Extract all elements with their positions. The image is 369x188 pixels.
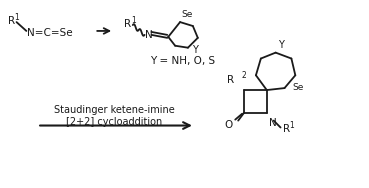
Text: Y: Y: [277, 40, 283, 50]
Text: [2+2] cycloaddition: [2+2] cycloaddition: [66, 117, 162, 127]
Text: Y = NH, O, S: Y = NH, O, S: [151, 55, 215, 65]
Text: 1: 1: [131, 16, 135, 25]
Text: Se: Se: [292, 83, 304, 92]
Text: N: N: [269, 118, 276, 128]
Text: R: R: [124, 19, 131, 29]
Text: Se: Se: [181, 10, 193, 19]
Text: R: R: [227, 75, 234, 85]
Text: R: R: [283, 124, 290, 134]
Text: O: O: [224, 120, 232, 130]
Text: 1: 1: [289, 121, 294, 130]
Text: Staudinger ketene-imine: Staudinger ketene-imine: [54, 105, 175, 115]
Text: 1: 1: [14, 13, 19, 22]
Text: N=C=Se: N=C=Se: [27, 28, 73, 38]
Text: N: N: [145, 30, 152, 40]
Text: Y: Y: [192, 45, 198, 55]
Text: 2: 2: [241, 71, 246, 80]
Text: R: R: [8, 16, 15, 26]
